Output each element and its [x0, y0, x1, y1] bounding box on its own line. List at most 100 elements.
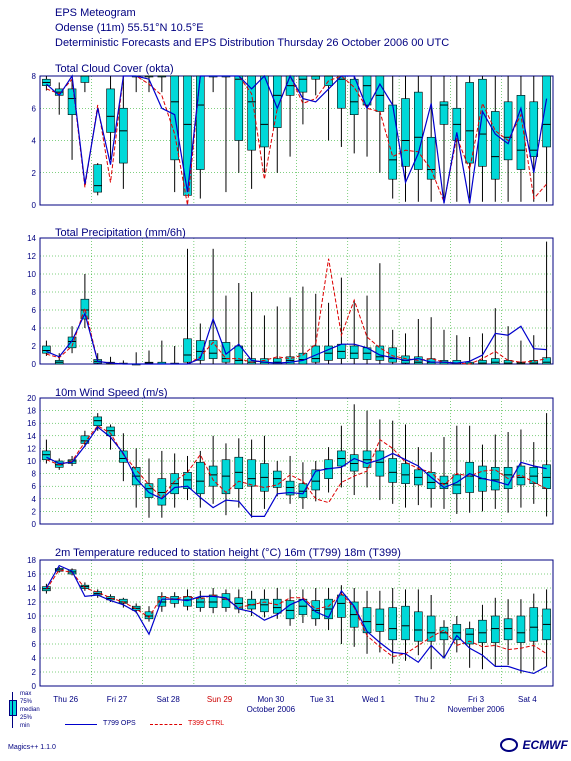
box-iqr: [183, 338, 192, 363]
box-iqr: [426, 615, 436, 642]
box-iqr: [439, 101, 449, 125]
box-iqr: [491, 615, 500, 643]
legend-max: max: [20, 691, 32, 697]
box-iqr: [298, 75, 308, 93]
box-iqr: [144, 483, 154, 498]
box-iqr: [388, 347, 397, 363]
x-month-label-nov: November 2006: [448, 705, 505, 714]
header-line1: EPS Meteogram: [55, 7, 136, 19]
y-tick-label: 20: [27, 394, 36, 403]
box-iqr: [529, 466, 539, 484]
box-iqr: [119, 450, 128, 463]
y-tick-label: 2: [32, 668, 37, 677]
y-tick-label: 10: [27, 612, 36, 621]
legend-75: 75%: [20, 699, 33, 705]
box-iqr: [542, 357, 551, 365]
box-iqr: [311, 600, 321, 620]
box-iqr: [516, 95, 526, 170]
box-iqr: [375, 450, 385, 477]
box-iqr: [401, 605, 410, 641]
box-iqr: [260, 75, 269, 148]
y-tick-label: 8: [32, 288, 37, 297]
ecmwf-logo: ECMWF: [500, 736, 568, 754]
box-iqr: [388, 104, 397, 180]
x-day-label: Sun 29: [207, 695, 233, 704]
y-tick-label: 4: [32, 137, 37, 146]
box-iqr: [311, 469, 321, 491]
legend-ops-line: [65, 724, 97, 725]
box-iqr: [247, 598, 256, 610]
ops-series-line: [46, 426, 547, 518]
y-tick-label: 2: [32, 169, 37, 178]
x-day-label: Mon 30: [258, 695, 285, 704]
legend-whisker-icon: [12, 692, 13, 728]
box-iqr: [311, 345, 321, 363]
legend-median: median: [20, 707, 40, 713]
legend-min: min: [20, 723, 30, 729]
box-iqr: [272, 470, 282, 488]
box-iqr: [196, 461, 205, 495]
box-iqr: [67, 88, 77, 116]
box-iqr: [349, 454, 359, 472]
y-tick-label: 8: [32, 626, 37, 635]
y-tick-label: 6: [32, 104, 37, 113]
panel-title-cloud: Total Cloud Cover (okta): [55, 63, 174, 75]
y-tick-label: 12: [27, 598, 36, 607]
y-tick-label: 14: [27, 432, 36, 441]
box-iqr: [375, 608, 385, 632]
box-iqr: [157, 478, 167, 506]
box-iqr: [465, 461, 474, 493]
x-month-label-oct: October 2006: [247, 705, 296, 714]
box-iqr: [362, 607, 372, 634]
box-iqr: [503, 618, 513, 641]
box-iqr: [80, 75, 90, 83]
panel-frame: [39, 237, 554, 365]
legend-25: 25%: [20, 715, 33, 721]
box-iqr: [337, 75, 346, 109]
ops-series-line: [46, 74, 548, 204]
box-iqr: [234, 456, 244, 490]
box-iqr: [452, 474, 462, 495]
y-tick-label: 4: [32, 654, 37, 663]
box-iqr: [298, 483, 308, 498]
box-iqr: [401, 98, 410, 167]
box-iqr: [106, 88, 115, 133]
y-tick-label: 18: [27, 556, 36, 565]
ctrl-series-line: [46, 425, 547, 504]
x-day-label: Sat 4: [518, 695, 537, 704]
box-iqr: [208, 340, 218, 359]
y-tick-label: 16: [27, 570, 36, 579]
x-day-label: Fri 3: [468, 695, 485, 704]
box-iqr: [119, 598, 128, 604]
box-iqr: [491, 358, 500, 365]
box-iqr: [503, 101, 513, 161]
box-iqr: [42, 345, 51, 354]
box-iqr: [337, 594, 346, 618]
box-iqr: [452, 624, 462, 641]
box-iqr: [93, 416, 102, 427]
legend-box-explanation: max 75% median 25% min: [6, 690, 46, 740]
box-iqr: [516, 465, 526, 486]
box-iqr: [285, 600, 295, 620]
header-line2: Odense (11m) 55.51°N 10.5°E: [55, 22, 204, 34]
box-iqr: [247, 75, 256, 151]
legend-ops-label: T799 OPS: [103, 720, 136, 727]
x-day-label: Wed 1: [362, 695, 386, 704]
y-tick-label: 12: [27, 252, 36, 261]
box-iqr: [349, 345, 359, 359]
y-tick-label: 0: [32, 682, 37, 691]
panel-title-wind: 10m Wind Speed (m/s): [55, 387, 168, 399]
box-iqr: [54, 460, 64, 468]
box-iqr: [183, 596, 192, 607]
y-tick-label: 12: [27, 444, 36, 453]
box-iqr: [196, 75, 205, 170]
box-iqr: [478, 78, 487, 167]
y-tick-label: 4: [32, 324, 37, 333]
box-iqr: [67, 336, 77, 349]
box-iqr: [234, 75, 244, 141]
y-tick-label: 4: [32, 495, 37, 504]
y-tick-label: 10: [27, 270, 36, 279]
box-iqr: [529, 101, 539, 157]
x-day-label: Thu 2: [415, 695, 436, 704]
